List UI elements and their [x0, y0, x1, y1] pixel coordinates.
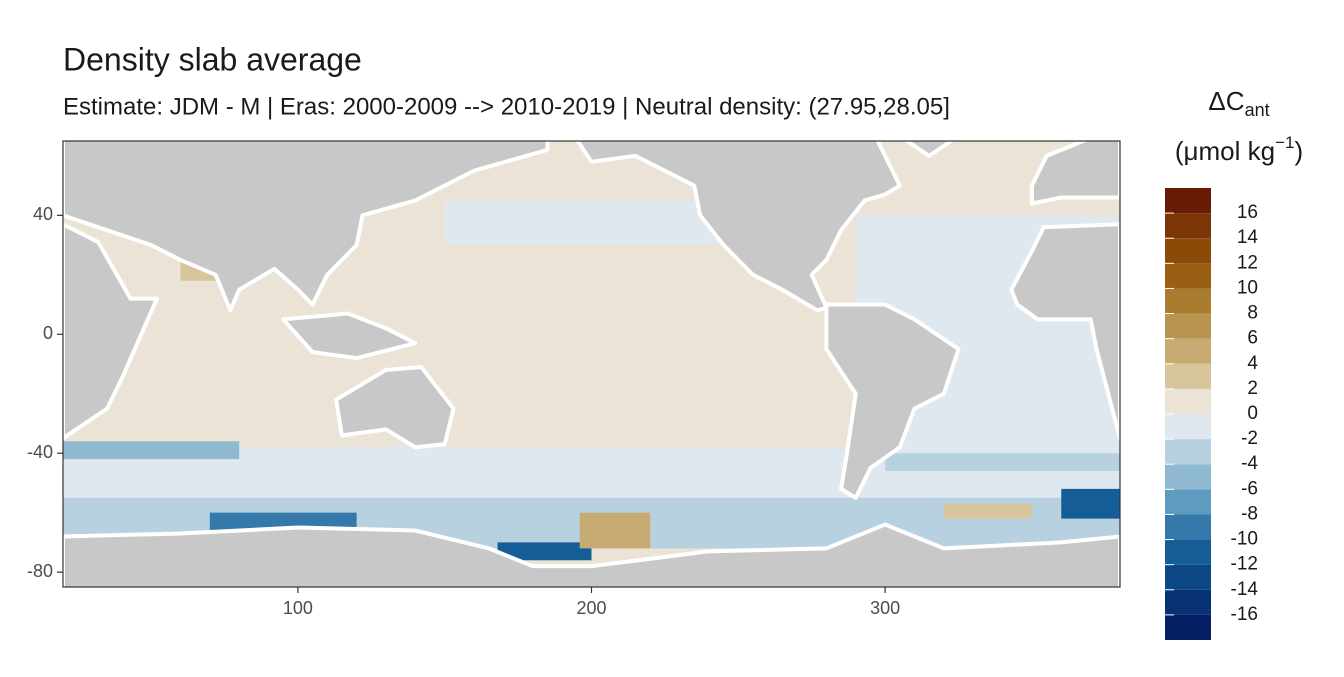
colorbar-bin [1165, 414, 1211, 440]
colorbar-tick-label: -10 [1231, 529, 1258, 550]
colorbar-bin [1165, 464, 1211, 490]
y-tick-label: 0 [43, 323, 53, 343]
land [63, 141, 550, 313]
legend-unit-close: ) [1294, 136, 1303, 166]
chart-subtitle: Estimate: JDM - M | Eras: 2000-2009 --> … [63, 93, 950, 120]
colorbar-tick-label: -16 [1231, 604, 1258, 625]
x-tick-label: 200 [576, 598, 606, 618]
legend-title-main: ΔC [1208, 86, 1244, 116]
colorbar-bin [1165, 514, 1211, 540]
colorbar-bin [1165, 614, 1211, 640]
colorbar-bin [1165, 263, 1211, 289]
field-region [943, 503, 1032, 519]
land [1029, 141, 1120, 206]
colorbar-bin [1165, 313, 1211, 339]
colorbar-tick-label: -2 [1241, 428, 1258, 449]
colorbar-bin [1165, 489, 1211, 515]
colorbar-tick-label: 0 [1247, 403, 1258, 424]
colorbar-tick-label: 2 [1247, 378, 1258, 399]
colorbar-tick-label: -6 [1241, 478, 1258, 499]
colorbar-bin [1165, 213, 1211, 239]
legend-title: ΔCant [1208, 86, 1269, 120]
colorbar-tick-label: 10 [1237, 277, 1258, 298]
colorbar-tick-label: 12 [1237, 252, 1258, 273]
colorbar-bin [1165, 564, 1211, 590]
colorbar-tick-label: 8 [1247, 303, 1258, 324]
land [1009, 222, 1120, 441]
legend-unit-open: (μmol kg [1175, 136, 1275, 166]
legend-title-sub: ant [1245, 100, 1270, 120]
x-tick-label: 100 [283, 598, 313, 618]
land [824, 302, 961, 500]
colorbar-bin [1165, 338, 1211, 364]
colorbar-bin [1165, 439, 1211, 465]
field-region [497, 542, 592, 561]
legend-unit-sup: −1 [1275, 133, 1294, 152]
land [334, 364, 456, 450]
colorbar-tick-label: 6 [1247, 328, 1258, 349]
y-tick-label: 40 [33, 204, 53, 224]
colorbar-bin [1165, 539, 1211, 565]
field-region [444, 200, 724, 246]
colorbar-tick-label: 14 [1237, 227, 1259, 248]
legend-unit: (μmol kg−1) [1175, 133, 1303, 165]
colorbar-bin [1165, 238, 1211, 264]
land [903, 141, 955, 158]
land [63, 522, 1120, 587]
colorbar-bin [1165, 388, 1211, 414]
colorbar-tick-label: -8 [1241, 503, 1258, 524]
colorbar-tick-label: 4 [1247, 353, 1258, 374]
map-panel [63, 141, 1120, 587]
chart-title: Density slab average [63, 41, 362, 77]
land [63, 222, 159, 441]
y-tick-label: -40 [27, 442, 53, 462]
field-region [63, 441, 240, 460]
colorbar-bin [1165, 288, 1211, 314]
field-region [885, 453, 1120, 472]
colorbar-bin [1165, 589, 1211, 615]
colorbar-tick-label: -4 [1241, 453, 1258, 474]
colorbar-tick-label: -14 [1231, 579, 1259, 600]
field-region [1061, 488, 1120, 519]
colorbar-bin [1165, 188, 1211, 214]
field-region [209, 512, 357, 531]
x-tick-label: 300 [870, 598, 900, 618]
colorbar-tick-label: 16 [1237, 202, 1258, 223]
land [281, 311, 418, 361]
colorbar-bin [1165, 363, 1211, 389]
field-region [579, 512, 651, 549]
colorbar-tick-label: -12 [1231, 554, 1258, 575]
y-tick-label: -80 [27, 561, 53, 581]
